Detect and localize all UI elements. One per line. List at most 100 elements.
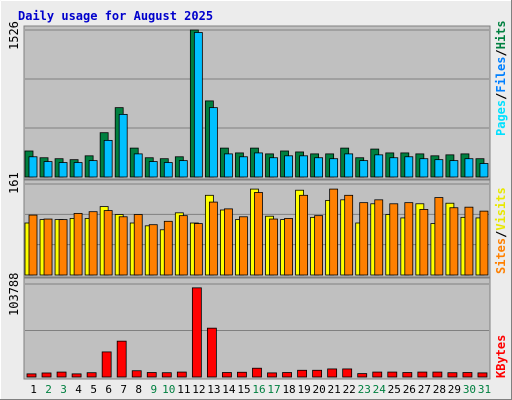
sites-bar (118, 216, 128, 276)
panel-bars (26, 287, 488, 378)
kbytes-bar (327, 368, 338, 378)
panel-bars (24, 188, 489, 276)
panel-gridlines (25, 29, 489, 129)
day-label: 16 (252, 383, 265, 396)
sites-bar (88, 211, 98, 276)
files-bar (374, 154, 384, 178)
legend-separator: / (494, 93, 508, 100)
day-label: 14 (222, 383, 236, 396)
sites-bar (43, 218, 53, 276)
sites-bar (239, 216, 248, 276)
hits-files-pages-panel (23, 25, 491, 180)
kbytes-bar (222, 372, 232, 378)
day-label: 23 (358, 383, 371, 396)
files-bar (118, 113, 128, 178)
files-bar (314, 157, 324, 178)
kbytes-bar (237, 371, 247, 378)
files-bar (284, 155, 293, 178)
files-bar (269, 157, 278, 178)
sites-bar (208, 201, 218, 276)
sites-bar (193, 223, 203, 276)
kbytes-bar (101, 351, 112, 378)
day-label: 13 (207, 383, 220, 396)
files-bar (464, 158, 474, 178)
visits-sites-panel (23, 179, 491, 278)
kbytes-bar (161, 372, 172, 378)
sites-bar (404, 202, 414, 276)
files-bar (163, 162, 173, 178)
day-label: 24 (373, 383, 387, 396)
day-label: 27 (418, 383, 431, 396)
files-bar (434, 159, 444, 178)
day-label: 28 (433, 383, 446, 396)
day-label: 20 (313, 383, 326, 396)
files-bar (299, 155, 308, 178)
kbytes-bar (462, 372, 473, 378)
day-label: 8 (135, 383, 142, 396)
day-label: 1 (30, 383, 37, 396)
day-label: 30 (463, 383, 476, 396)
files-bar (28, 156, 38, 178)
sites-bar (389, 203, 399, 276)
files-bar (344, 153, 354, 178)
kbytes-bar (131, 370, 142, 378)
legend-separator: / (494, 231, 508, 238)
day-label: 4 (75, 383, 82, 396)
sites-bar (58, 219, 68, 276)
files-bar (359, 160, 369, 178)
sites-bar (163, 220, 173, 276)
day-label: 15 (237, 383, 250, 396)
kbytes-panel (23, 277, 491, 380)
kbytes-bar (56, 371, 67, 378)
mid-legend: Sites/Visits (494, 187, 508, 274)
kbytes-bar (312, 369, 323, 378)
sites-bar (73, 212, 83, 276)
kbytes-bar (71, 373, 82, 378)
kbytes-bar (357, 373, 368, 378)
day-axis-labels: 1 2 3 4 5 6 7 8 9 10 11 12 13 14 15 16 17 18 19 20 21 22 23 24 2… (30, 383, 491, 396)
files-bar (208, 107, 218, 178)
kbytes-bar (41, 372, 52, 378)
legend-pages: Pages (494, 100, 508, 136)
legend-separator: / (494, 49, 508, 56)
sites-bar (419, 209, 429, 276)
day-label: 12 (192, 383, 205, 396)
kbytes-bar (206, 327, 217, 378)
files-bar (329, 158, 339, 178)
sites-axis-max-label: 161 (7, 172, 21, 194)
sites-bar (224, 208, 233, 276)
legend-files: Files (494, 57, 508, 93)
day-label: 6 (105, 383, 112, 396)
files-bar (148, 161, 158, 178)
kbytes-bar (432, 371, 443, 378)
kbytes-bar (477, 372, 488, 378)
day-label: 26 (403, 383, 416, 396)
kbytes-bar (282, 372, 292, 378)
day-label: 10 (162, 383, 175, 396)
day-label: 25 (388, 383, 401, 396)
day-label: 22 (343, 383, 356, 396)
files-bar (58, 162, 68, 178)
sites-bar (28, 214, 38, 276)
day-label: 3 (60, 383, 67, 396)
sites-bar (314, 215, 324, 276)
kbytes-bar (447, 372, 458, 378)
files-bar (103, 139, 113, 178)
legend-hits: Hits (494, 20, 508, 49)
day-label: 17 (267, 383, 280, 396)
kbytes-bar (176, 371, 187, 378)
sites-bar (449, 207, 459, 276)
files-bar (389, 157, 399, 178)
day-label: 31 (478, 383, 491, 396)
files-bar (404, 156, 414, 178)
day-label: 7 (120, 383, 127, 396)
day-label: 19 (297, 383, 310, 396)
sites-bar (269, 218, 278, 276)
kbytes-bar (146, 372, 157, 378)
files-bar (88, 160, 98, 178)
kbytes-bar (116, 340, 127, 378)
sites-bar (284, 218, 293, 276)
kbytes-axis-max-label: 103788 (7, 273, 21, 316)
sites-bar (359, 202, 369, 276)
